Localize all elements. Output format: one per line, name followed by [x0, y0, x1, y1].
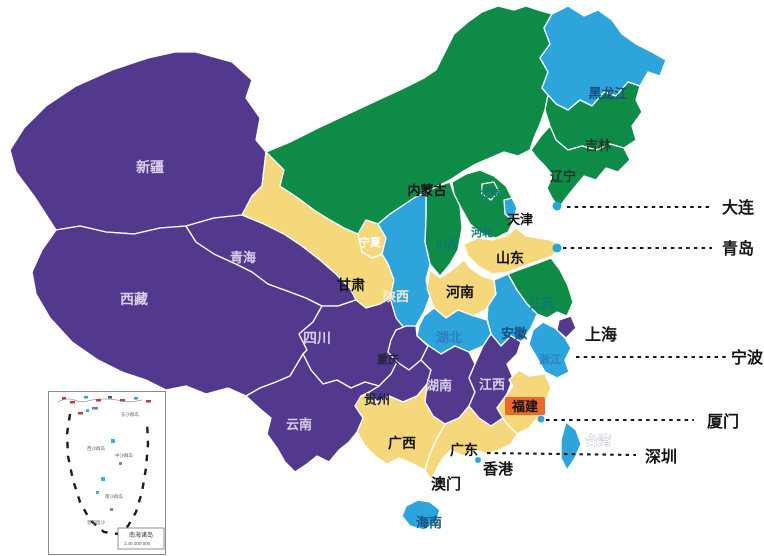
- inset-scale: 1:48 000 000: [124, 541, 151, 546]
- province-label-shanghai: 上海: [585, 325, 617, 344]
- province-label-sichuan: 四川: [303, 330, 331, 346]
- province-label-beijing: 北京: [479, 186, 501, 200]
- province-label-shaanxi: 陕西: [383, 289, 409, 304]
- province-hainan-shape: [401, 499, 441, 531]
- south-china-sea-inset: 东沙群岛 西沙群岛 中沙群岛 南沙群岛 曾母暗沙 南海诸岛 1:48 000 0…: [48, 391, 166, 555]
- province-label-chongqing: 重庆: [377, 352, 399, 366]
- province-label-anhui: 安徽: [501, 326, 528, 341]
- province-label-hainan: 海南: [416, 515, 442, 530]
- fujian-highlight-box: [505, 397, 545, 415]
- province-label-ningxia: 宁夏: [359, 235, 382, 249]
- inset-label-nansha: 南沙群岛: [105, 493, 123, 500]
- province-label-hebei: 河北: [471, 225, 493, 239]
- province-label-jilin: 吉林: [585, 138, 611, 153]
- shenzhen-city-marker: [475, 457, 481, 463]
- inset-title-box: [117, 527, 165, 550]
- callout-ningbo-label: 宁波: [731, 348, 764, 367]
- city-callouts: 大连 青岛 宁波 厦门 深圳: [486, 198, 764, 466]
- province-label-xianggang: 香港: [483, 460, 514, 478]
- province-shanghai-shape: [556, 315, 577, 339]
- inset-label-xisha: 西沙群岛: [87, 445, 105, 452]
- province-label-shandong: 山东: [496, 250, 524, 266]
- province-label-zhejiang: 浙江: [539, 352, 561, 366]
- province-label-liaoning: 辽宁: [550, 169, 576, 184]
- province-hebei-shape: [451, 169, 515, 239]
- province-label-xizang: 西藏: [120, 291, 148, 307]
- province-shapes: [9, 5, 667, 531]
- province-label-taiwan: 台湾: [585, 433, 611, 448]
- dalian-city-marker: [552, 201, 562, 211]
- callout-xiamen-label: 厦门: [707, 412, 739, 431]
- callout-dalian-label: 大连: [722, 198, 755, 217]
- callout-shenzhen-line: [486, 451, 637, 457]
- province-labels: 新疆 西藏 青海 甘肃 宁夏 内蒙古 黑龙江 吉林 辽宁 河北 北京 天津 山西…: [120, 86, 628, 530]
- province-zhejiang-shape: [528, 321, 572, 379]
- province-label-qinghai: 青海: [230, 250, 256, 265]
- province-liaoning-shape: [530, 125, 631, 209]
- province-label-fujian: 福建: [511, 399, 538, 414]
- inset-label-zengmu: 曾母暗沙: [87, 519, 105, 526]
- province-label-shanxi: 山西: [436, 237, 458, 251]
- inset-coast-specks: [62, 396, 151, 415]
- province-xinjiang-shape: [9, 51, 267, 235]
- province-label-hunan: 湖南: [426, 378, 452, 393]
- province-label-xinjiang: 新疆: [136, 159, 164, 175]
- callout-qingdao-label: 青岛: [722, 239, 754, 258]
- qingdao-city-marker: [552, 243, 562, 253]
- xiamen-city-marker: [537, 415, 545, 423]
- province-yunnan-shape: [245, 353, 380, 473]
- inset-label-zhongsha: 中沙群岛: [115, 452, 133, 459]
- province-label-neimenggu: 内蒙古: [407, 183, 446, 198]
- province-label-henan: 河南: [446, 284, 474, 300]
- province-shaanxi-shape: [377, 191, 431, 329]
- province-label-aomen: 澳门: [431, 475, 461, 493]
- province-label-gansu: 甘肃: [337, 277, 365, 293]
- province-tianjin-shape: [503, 197, 518, 222]
- province-label-jiangxi: 江西: [479, 377, 505, 392]
- province-label-heilongjiang: 黑龙江: [588, 86, 627, 101]
- province-label-guizhou: 贵州: [364, 392, 390, 407]
- province-taiwan-shape: [560, 421, 582, 471]
- callout-shenzhen-label: 深圳: [645, 447, 677, 466]
- province-label-guangxi: 广西: [388, 435, 416, 451]
- province-beijing-shape: [481, 181, 500, 201]
- inset-label-dongsha: 东沙群岛: [121, 411, 139, 418]
- inset-title: 南海诸岛: [129, 531, 153, 539]
- province-label-yunnan: 云南: [286, 417, 312, 432]
- inset-nine-dash-line: [65, 413, 150, 536]
- province-label-guangdong: 广东: [450, 442, 478, 458]
- inset-islands: [86, 409, 122, 511]
- province-label-hubei: 湖北: [436, 330, 462, 345]
- province-label-tianjin: 天津: [507, 212, 533, 227]
- province-label-jiangsu: 江苏: [529, 296, 555, 311]
- province-jiangxi-shape: [468, 333, 522, 427]
